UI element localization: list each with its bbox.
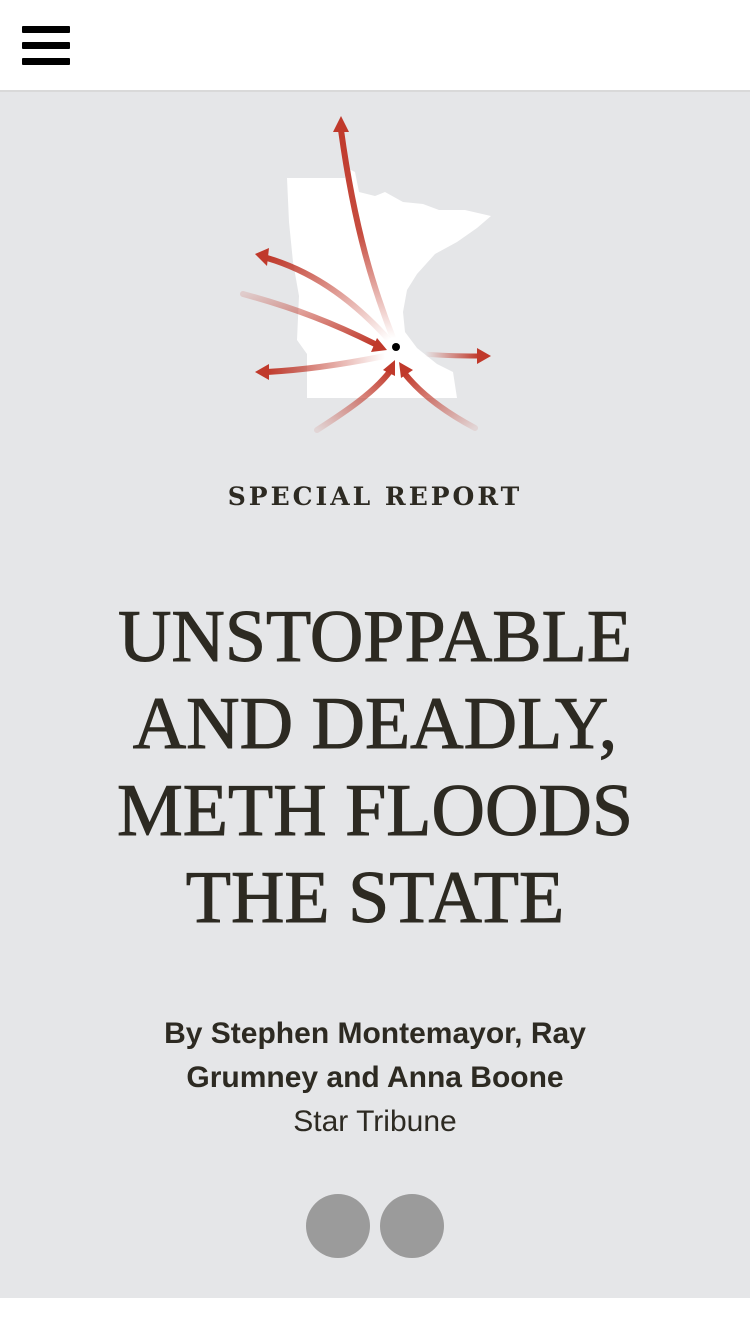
share-buttons-row: [0, 1194, 750, 1258]
share-button-1[interactable]: [305, 1194, 370, 1258]
byline-organization: Star Tribune: [293, 1105, 457, 1138]
section-kicker: SPECIAL REPORT: [227, 482, 523, 511]
byline: By Stephen Montemayor, Ray Grumney and A…: [0, 1012, 750, 1144]
menu-bar-middle: [22, 42, 70, 49]
hamburger-menu-icon[interactable]: [20, 24, 72, 68]
top-bar: [0, 0, 750, 92]
hero-section: SPECIAL REPORT UNSTOPPABLE AND DEADLY, M…: [0, 92, 750, 1298]
menu-bar-top: [22, 26, 70, 33]
share-button-2[interactable]: [380, 1194, 445, 1258]
minnesota-shape: [287, 168, 491, 398]
article-headline: UNSTOPPABLE AND DEADLY, METH FLOODS THE …: [117, 596, 634, 940]
minnesota-map-arrows-icon: [240, 116, 491, 433]
menu-bar-bottom: [22, 58, 70, 65]
center-dot: [392, 343, 400, 351]
byline-authors: By Stephen Montemayor, Ray Grumney and A…: [164, 1017, 586, 1094]
footer-strip: [0, 1298, 750, 1334]
